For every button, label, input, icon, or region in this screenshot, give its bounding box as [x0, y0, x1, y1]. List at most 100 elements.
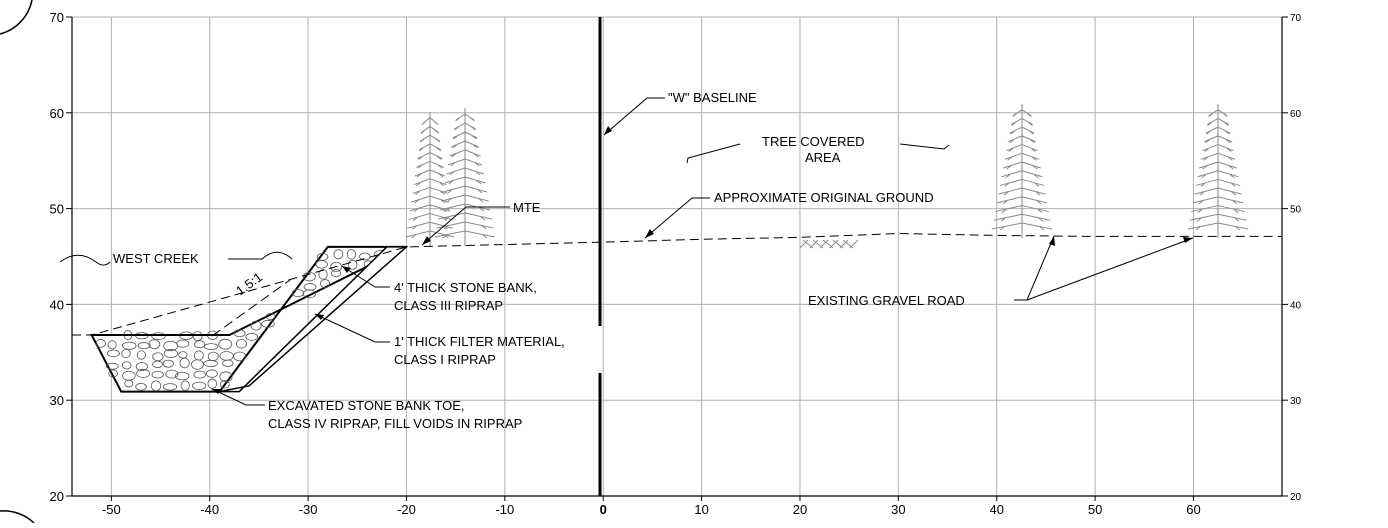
riprap-stone: [318, 269, 328, 280]
y-tick-label-right: 60: [1290, 109, 1302, 120]
original-ground-line: [72, 233, 1282, 336]
leader-road: [1014, 235, 1194, 301]
x-tick-label: -40: [200, 502, 219, 517]
riprap-stone: [218, 338, 233, 350]
riprap-stone: [245, 332, 258, 341]
riprap-stone: [163, 340, 178, 352]
leader-tree: [686, 143, 950, 164]
leader-arrowheads: [212, 126, 1193, 394]
riprap-stone: [233, 329, 246, 338]
y-tick-label-left: 50: [50, 202, 64, 217]
road-hatch: [799, 239, 859, 249]
riprap-stone: [302, 271, 316, 282]
x-tick-label: 10: [694, 502, 708, 517]
riprap-stone: [108, 369, 118, 378]
axis-ticks: 20 20 30 30 40 40 50 50 60 60 70 70 -50 -40 -30 -20 -10 0…: [50, 10, 1302, 517]
y-tick-label-right: 30: [1290, 396, 1302, 407]
filter-material-label: 1' THICK FILTER MATERIAL,: [394, 334, 565, 349]
riprap-stone: [163, 349, 178, 358]
tree-icon: [991, 104, 1053, 238]
toe-label-2: CLASS IV RIPRAP, FILL VOIDS IN RIPRAP: [268, 416, 522, 431]
riprap-stone: [121, 341, 137, 350]
riprap-stone: [250, 320, 262, 331]
y-tick-label-right: 40: [1290, 300, 1302, 311]
riprap-stone: [347, 259, 358, 270]
leader-mte: [421, 206, 510, 246]
riprap-stone: [106, 349, 120, 358]
tree-icon: [434, 108, 496, 246]
y-tick-label-right: 70: [1290, 13, 1302, 24]
riprap-stone: [136, 369, 151, 378]
x-tick-label: 40: [989, 502, 1003, 517]
riprap-stone: [222, 359, 234, 367]
riprap-stone: [203, 343, 219, 351]
riprap-stone: [191, 381, 207, 390]
section-marker-bottom: [0, 510, 35, 524]
mte-label: MTE: [513, 200, 541, 215]
riprap-stone: [331, 269, 342, 278]
riprap-stone: [315, 260, 328, 269]
section-marker-top: [0, 0, 33, 35]
riprap-stone: [203, 359, 219, 368]
riprap-stone: [330, 261, 342, 273]
x-tick-label: 0: [600, 502, 607, 517]
riprap-stone: [107, 340, 117, 350]
leaders: [59, 97, 1194, 406]
riprap-stone: [124, 379, 134, 388]
riprap-stone: [137, 342, 151, 350]
riprap-stone: [233, 351, 247, 362]
riprap-stone: [333, 249, 344, 260]
y-tick-label-left: 70: [50, 10, 64, 25]
x-tick-label: 60: [1186, 502, 1200, 517]
riprap-stone: [207, 378, 217, 389]
tree-covered-label: TREE COVERED: [762, 134, 865, 149]
leader-creek: [59, 251, 293, 266]
riprap-stone: [174, 371, 190, 381]
y-tick-label-left: 60: [50, 106, 64, 121]
y-tick-label-right: 20: [1290, 492, 1302, 503]
x-tick-label: -30: [299, 502, 318, 517]
tree-symbols: [405, 104, 1249, 246]
riprap-stone: [135, 362, 148, 371]
leader-toe: [211, 388, 265, 406]
riprap-stone: [265, 313, 276, 320]
grid: [71, 16, 1283, 497]
tree-covered-label-2: AREA: [805, 150, 841, 165]
x-tick-label: 20: [793, 502, 807, 517]
x-tick-label: -50: [102, 502, 121, 517]
baseline-label: "W" BASELINE: [668, 90, 757, 105]
riprap-stone: [359, 252, 371, 261]
riprap-stone: [193, 370, 207, 379]
riprap-stone: [194, 340, 206, 349]
riprap-stone: [121, 361, 132, 370]
riprap-section: [90, 245, 409, 393]
riprap-stone: [346, 249, 357, 260]
leader-filter: [314, 313, 390, 343]
west-creek-label: WEST CREEK: [113, 251, 199, 266]
tree-icon: [405, 112, 455, 246]
filter-material-label-2: CLASS I RIPRAP: [394, 352, 496, 367]
y-tick-label-left: 20: [50, 489, 64, 504]
filter-layer: [219, 246, 409, 393]
riprap-stone: [180, 380, 190, 391]
original-ground-label: APPROXIMATE ORIGINAL GROUND: [714, 190, 934, 205]
toe-label: EXCAVATED STONE BANK TOE,: [268, 398, 465, 413]
riprap-stone: [206, 369, 218, 378]
x-tick-label: 50: [1088, 502, 1102, 517]
riprap-stone: [136, 350, 146, 360]
slope-label: 1.5:1: [233, 269, 265, 298]
x-tick-label: -20: [397, 502, 416, 517]
riprap-stone: [302, 289, 316, 299]
riprap-stone: [135, 383, 147, 391]
y-tick-label-left: 40: [50, 297, 64, 312]
tree-icon: [1187, 104, 1249, 238]
riprap-stone: [148, 339, 161, 350]
riprap-stone: [236, 338, 247, 349]
riprap-stone: [176, 339, 190, 348]
stone-bank-label-2: CLASS III RIPRAP: [394, 298, 503, 313]
x-tick-label: 30: [891, 502, 905, 517]
riprap-stone: [219, 371, 233, 382]
y-tick-label-right: 50: [1290, 205, 1302, 216]
